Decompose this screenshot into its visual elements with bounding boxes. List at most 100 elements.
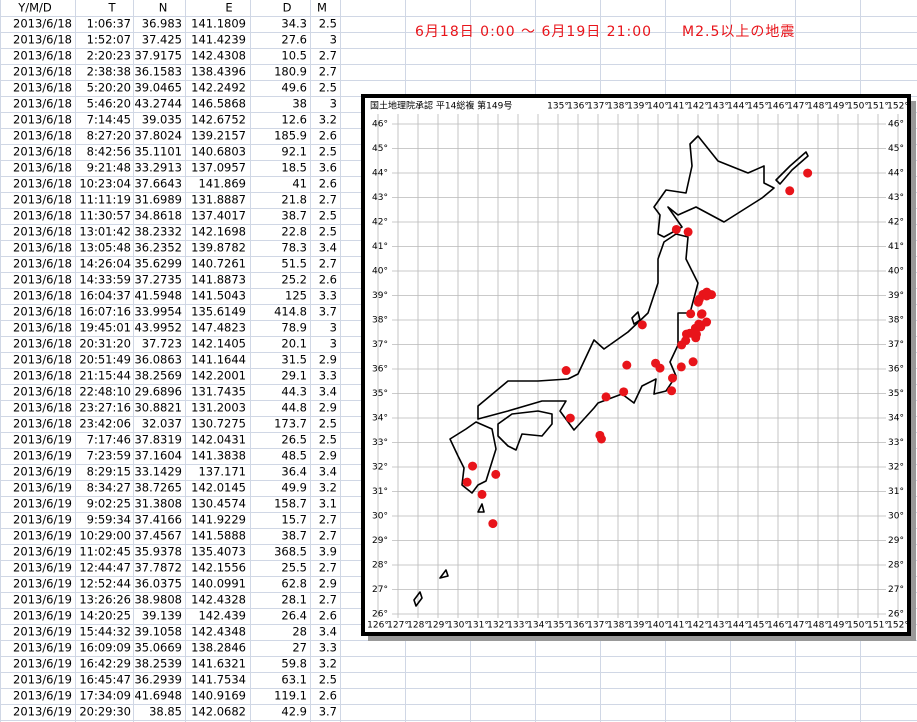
lon-label-top: 137° bbox=[587, 102, 609, 112]
cell: 180.9 bbox=[274, 65, 307, 79]
cell: 38.2539 bbox=[134, 657, 182, 671]
cell: 21:15:44 bbox=[79, 369, 131, 383]
lon-label-bottom: 126° bbox=[367, 621, 389, 631]
cell: 2013/6/18 bbox=[13, 193, 72, 207]
cell: 35.1101 bbox=[134, 145, 182, 159]
cell: 1:52:07 bbox=[87, 33, 131, 47]
cell: 2.6 bbox=[319, 689, 337, 703]
column-header: M bbox=[317, 1, 327, 15]
lon-label-bottom: 147° bbox=[787, 621, 809, 631]
cell: 140.6803 bbox=[191, 145, 246, 159]
lon-label-top: 150° bbox=[847, 102, 869, 112]
cell: 49.6 bbox=[281, 81, 307, 95]
cell: 8:42:56 bbox=[87, 145, 131, 159]
cell: 14:20:25 bbox=[79, 609, 131, 623]
cell: 36.2939 bbox=[134, 673, 182, 687]
cell: 140.7261 bbox=[191, 257, 246, 271]
lat-label-left: 34° bbox=[372, 414, 388, 424]
lon-label-top: 139° bbox=[627, 102, 649, 112]
cell: 2.5 bbox=[319, 433, 337, 447]
cell: 2.6 bbox=[319, 273, 337, 287]
lon-label-bottom: 151° bbox=[867, 621, 889, 631]
cell: 37.7872 bbox=[134, 561, 182, 575]
lat-label-right: 37° bbox=[888, 340, 904, 350]
cell: 2.5 bbox=[319, 673, 337, 687]
quake-marker bbox=[785, 186, 795, 196]
cell: 31.5 bbox=[281, 353, 307, 367]
lat-label-right: 38° bbox=[888, 316, 904, 326]
cell: 39.035 bbox=[142, 113, 182, 127]
cell: 63.1 bbox=[281, 673, 307, 687]
cell: 141.8873 bbox=[191, 273, 246, 287]
quake-marker bbox=[803, 168, 813, 178]
cell: 15:44:32 bbox=[79, 625, 131, 639]
cell: 35.0669 bbox=[134, 641, 182, 655]
cell: 2013/6/18 bbox=[13, 401, 72, 415]
cell: 2013/6/19 bbox=[13, 545, 72, 559]
cell: 12.6 bbox=[281, 113, 307, 127]
cell: 39.0465 bbox=[134, 81, 182, 95]
lon-label-bottom: 138° bbox=[607, 621, 629, 631]
shikoku bbox=[497, 410, 553, 451]
cell: 137.4017 bbox=[191, 209, 246, 223]
lat-label-left: 33° bbox=[372, 438, 388, 448]
lon-label-bottom: 128° bbox=[407, 621, 429, 631]
cell: 37.723 bbox=[142, 337, 182, 351]
cell: 34.8618 bbox=[134, 209, 182, 223]
cell: 2:38:38 bbox=[87, 65, 131, 79]
cell: 36.4 bbox=[281, 465, 307, 479]
cell: 2013/6/18 bbox=[13, 129, 72, 143]
cell: 2013/6/18 bbox=[13, 177, 72, 191]
cell: 2013/6/18 bbox=[13, 353, 72, 367]
kuril bbox=[775, 151, 809, 185]
cell: 38.7 bbox=[281, 209, 307, 223]
lon-label-top: 145° bbox=[747, 102, 769, 112]
cell: 135.4073 bbox=[191, 545, 246, 559]
cell: 2.5 bbox=[319, 81, 337, 95]
cell: 29.6896 bbox=[134, 385, 182, 399]
lat-label-left: 46° bbox=[372, 120, 388, 130]
lat-label-left: 27° bbox=[372, 585, 388, 595]
quake-marker bbox=[637, 320, 647, 330]
cell: 43.9952 bbox=[134, 321, 182, 335]
lat-label-left: 38° bbox=[372, 316, 388, 326]
cell: 2013/6/18 bbox=[13, 33, 72, 47]
cell: 130.7275 bbox=[191, 417, 246, 431]
lon-label-bottom: 144° bbox=[727, 621, 749, 631]
quake-marker bbox=[688, 357, 698, 367]
cell: 28.1 bbox=[281, 593, 307, 607]
lat-label-left: 42° bbox=[372, 218, 388, 228]
cell: 2.7 bbox=[319, 561, 337, 575]
cell: 131.7435 bbox=[191, 385, 246, 399]
quake-markers bbox=[462, 168, 813, 529]
column-header: N bbox=[159, 1, 168, 15]
map-credit: 国土地理院承認 平14総複 第149号 bbox=[370, 100, 512, 112]
cell: 2013/6/19 bbox=[13, 449, 72, 463]
quake-marker bbox=[671, 224, 681, 234]
cell: 12:44:47 bbox=[79, 561, 131, 575]
quake-marker bbox=[686, 309, 696, 319]
cell: 141.9229 bbox=[191, 513, 246, 527]
cell: 2013/6/18 bbox=[13, 17, 72, 31]
cell: 138.2846 bbox=[191, 641, 246, 655]
cell: 8:29:15 bbox=[87, 465, 131, 479]
cell: 92.1 bbox=[281, 145, 307, 159]
cell: 38.9808 bbox=[134, 593, 182, 607]
cell: 31.6989 bbox=[134, 193, 182, 207]
cell: 130.4574 bbox=[191, 497, 246, 511]
cell: 9:59:34 bbox=[87, 513, 131, 527]
cell: 7:23:59 bbox=[87, 449, 131, 463]
cell: 3.4 bbox=[319, 241, 337, 255]
cell: 3.9 bbox=[319, 545, 337, 559]
cell: 2.7 bbox=[319, 593, 337, 607]
credit-bg bbox=[368, 99, 528, 113]
cell: 36.983 bbox=[142, 17, 182, 31]
lon-label-bottom: 130° bbox=[447, 621, 469, 631]
cell: 36.1583 bbox=[134, 65, 182, 79]
cell: 37.2735 bbox=[134, 273, 182, 287]
lon-label-bottom: 148° bbox=[807, 621, 829, 631]
cell: 2.7 bbox=[319, 65, 337, 79]
cell: 2013/6/19 bbox=[13, 641, 72, 655]
cell: 138.4396 bbox=[191, 65, 246, 79]
lat-label-right: 32° bbox=[888, 463, 904, 473]
